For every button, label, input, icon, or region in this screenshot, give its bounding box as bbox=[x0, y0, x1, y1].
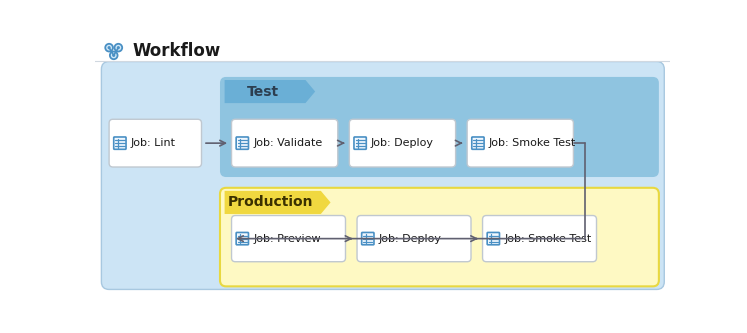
Text: Job: Lint: Job: Lint bbox=[131, 138, 176, 148]
Text: Production: Production bbox=[228, 195, 313, 209]
FancyBboxPatch shape bbox=[232, 215, 346, 262]
Text: Test: Test bbox=[247, 85, 279, 99]
FancyBboxPatch shape bbox=[472, 137, 484, 149]
FancyBboxPatch shape bbox=[114, 137, 126, 149]
Bar bbox=[96, 40, 671, 61]
Circle shape bbox=[112, 54, 115, 57]
Circle shape bbox=[110, 52, 117, 59]
Polygon shape bbox=[225, 191, 331, 214]
Polygon shape bbox=[225, 80, 315, 103]
Text: Job: Deploy: Job: Deploy bbox=[371, 138, 434, 148]
Text: Job: Deploy: Job: Deploy bbox=[379, 234, 441, 244]
Circle shape bbox=[117, 46, 120, 49]
FancyBboxPatch shape bbox=[109, 119, 202, 167]
Text: Job: Preview: Job: Preview bbox=[253, 234, 320, 244]
FancyBboxPatch shape bbox=[102, 62, 664, 289]
FancyBboxPatch shape bbox=[350, 119, 456, 167]
FancyBboxPatch shape bbox=[236, 232, 249, 245]
FancyBboxPatch shape bbox=[232, 119, 338, 167]
Text: Job: Validate: Job: Validate bbox=[253, 138, 323, 148]
FancyBboxPatch shape bbox=[220, 77, 659, 177]
FancyBboxPatch shape bbox=[487, 232, 500, 245]
FancyBboxPatch shape bbox=[467, 119, 574, 167]
Text: Job: Smoke Test: Job: Smoke Test bbox=[489, 138, 576, 148]
FancyBboxPatch shape bbox=[354, 137, 366, 149]
Circle shape bbox=[108, 46, 111, 49]
Text: Workflow: Workflow bbox=[132, 42, 220, 60]
Circle shape bbox=[114, 44, 123, 52]
FancyBboxPatch shape bbox=[220, 188, 659, 286]
FancyBboxPatch shape bbox=[483, 215, 597, 262]
FancyBboxPatch shape bbox=[236, 137, 249, 149]
Text: Job: Smoke Test: Job: Smoke Test bbox=[504, 234, 592, 244]
Circle shape bbox=[105, 44, 113, 52]
FancyBboxPatch shape bbox=[362, 232, 374, 245]
FancyBboxPatch shape bbox=[357, 215, 471, 262]
